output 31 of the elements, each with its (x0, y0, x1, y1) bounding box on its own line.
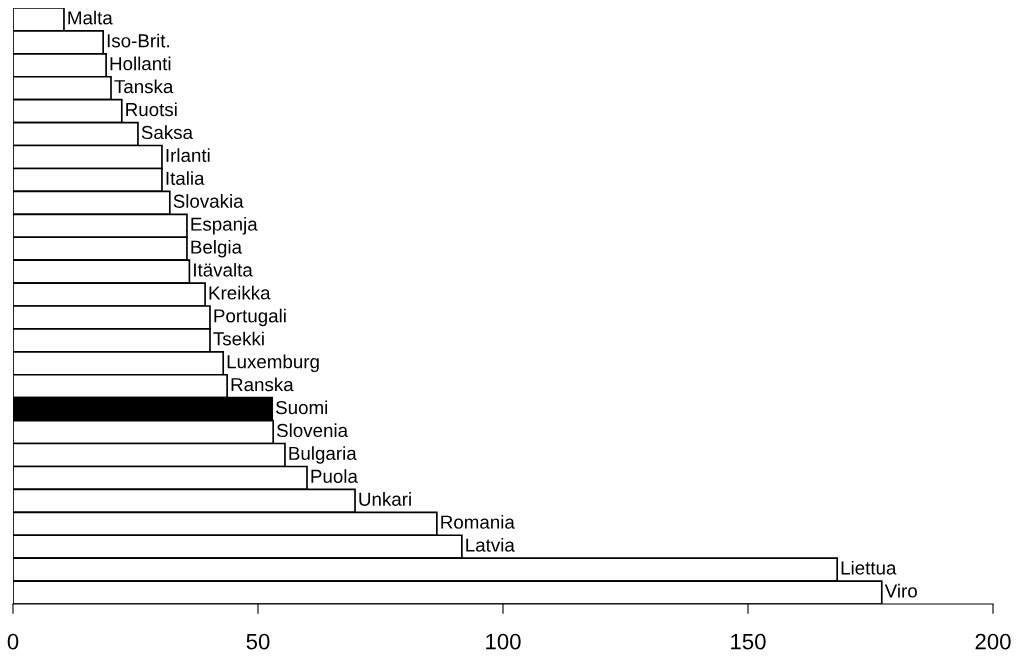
y-tick-label: Tsekki (213, 331, 264, 346)
y-tick-label: Tanska (114, 79, 174, 94)
x-tick-label: 150 (731, 633, 766, 650)
y-tick-label: Hollanti (110, 56, 171, 71)
y-tick-label: Liettua (841, 560, 897, 575)
y-tick-label: Latvia (466, 537, 515, 552)
x-tick-label: 200 (975, 633, 1011, 650)
x-tick-label: 50 (246, 633, 270, 650)
y-tick-label: Ranska (231, 377, 294, 392)
y-tick-label: Puola (311, 469, 358, 483)
y-tick-label: Portugali (214, 308, 286, 327)
y-tick-label: Italia (166, 171, 205, 185)
y-tick-label: Belgia (191, 239, 243, 258)
y-tick-label: Saksa (141, 125, 193, 140)
y-tick-label: Itävalta (194, 262, 253, 277)
y-tick-label: Viro (884, 583, 917, 598)
x-tick-label: 0 (7, 633, 19, 650)
y-tick-label: Malta (68, 10, 113, 25)
y-tick-label: Romania (441, 515, 515, 529)
y-tick-label: Espanja (191, 217, 258, 235)
y-tick-label: Bulgaria (289, 446, 357, 464)
y-tick-label: Slovakia (173, 194, 244, 208)
y-tick-label: Unkari (359, 492, 411, 506)
y-tick-label: Ruotsi (126, 102, 177, 117)
y-tick-label: Irlanti (166, 148, 210, 163)
y-tick-label: Luxemburg (227, 354, 319, 373)
y-tick-label: Slovenia (276, 423, 349, 438)
y-tick-label: Iso-Brit. (107, 33, 169, 48)
y-tick-label: Kreikka (209, 285, 271, 300)
x-tick-label: 100 (486, 633, 521, 650)
y-tick-label: Suomi (276, 400, 328, 415)
